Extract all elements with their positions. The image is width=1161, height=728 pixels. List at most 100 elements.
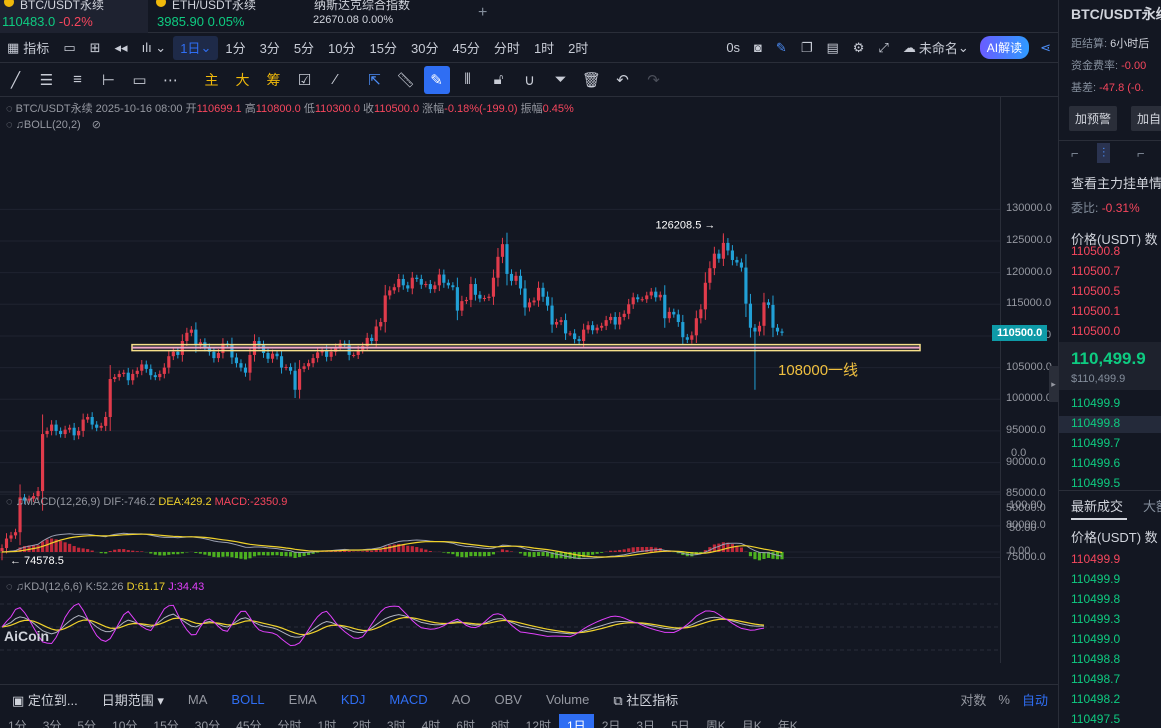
bottom-interval-12时[interactable]: 12时	[525, 719, 551, 728]
bottom-interval-1时[interactable]: 1时	[317, 719, 337, 728]
bid-row[interactable]: 110499.6	[1071, 456, 1121, 470]
bottom-interval-3分[interactable]: 3分	[42, 719, 62, 728]
trend-line-icon[interactable]: ╱	[10, 71, 21, 89]
locate-button[interactable]: ▣ 定位到...	[0, 690, 90, 709]
orderbook-icon[interactable]: ⫶	[1097, 143, 1111, 163]
trades-icon[interactable]: ⌐	[1137, 146, 1145, 161]
fib-icon[interactable]: ≡	[73, 71, 82, 88]
auto-toggle[interactable]: 自动	[1021, 693, 1048, 708]
percent-toggle[interactable]: %	[998, 692, 1010, 707]
trade-row[interactable]: 110499.9	[1071, 552, 1121, 566]
layout-icon[interactable]: ▭	[63, 39, 76, 55]
community-indicator-button[interactable]: ⧉ 社区指标	[601, 690, 690, 709]
latest-trades-tab[interactable]: 最新成交	[1071, 499, 1124, 514]
ask-row[interactable]: 110500.7	[1071, 264, 1121, 278]
add-tab-button[interactable]: +	[478, 4, 488, 21]
multi-chart-icon[interactable]: ⊞	[89, 39, 101, 55]
bottom-interval-1日[interactable]: 1日	[559, 714, 594, 728]
bottom-interval-8时[interactable]: 8时	[490, 719, 510, 728]
bottom-interval-2时[interactable]: 2时	[352, 719, 371, 728]
settings-gear-icon[interactable]: ⚙	[852, 39, 865, 55]
log-toggle[interactable]: 对数	[960, 693, 987, 708]
candle-pattern-icon[interactable]: ⫴	[464, 71, 471, 88]
pencil-icon[interactable]: ✎	[775, 39, 787, 55]
interval-2h[interactable]: 2时	[568, 41, 589, 56]
bottom-interval-分时[interactable]: 分时	[277, 719, 302, 728]
bottom-interval-月K[interactable]: 月K	[741, 719, 762, 728]
bell-icon[interactable]: ♫	[15, 581, 24, 593]
interval-timeline[interactable]: 分时	[493, 41, 520, 56]
bottom-interval-5分[interactable]: 5分	[77, 719, 97, 728]
bottom-interval-年K[interactable]: 年K	[777, 719, 798, 728]
chips-button[interactable]: 筹	[266, 71, 281, 88]
interval-1h[interactable]: 1时	[533, 41, 555, 56]
ind-ao[interactable]: AO	[451, 692, 471, 707]
ind-obv[interactable]: OBV	[494, 692, 522, 707]
trade-row[interactable]: 110499.9	[1071, 572, 1121, 586]
bid-row[interactable]: 110499.7	[1071, 436, 1121, 450]
collapse-icon[interactable]: ◌	[6, 581, 13, 593]
bid-row[interactable]: 110499.8	[1071, 416, 1121, 430]
cloud-layout-button[interactable]: ☁ 未命名 ⌄	[902, 39, 969, 57]
panel-collapse-handle[interactable]: ▸	[1049, 366, 1058, 402]
rectangle-icon[interactable]: ▭	[132, 71, 147, 89]
cursor-icon[interactable]: ⇱	[368, 71, 381, 89]
interval-5m[interactable]: 5分	[293, 41, 315, 56]
interval-1d[interactable]: 1日 ⌄	[173, 35, 219, 60]
depth-title[interactable]: 查看主力挂单情	[1071, 176, 1161, 191]
interval-45m[interactable]: 45分	[452, 41, 480, 56]
filter-icon[interactable]: ⏷	[554, 71, 567, 88]
share-icon[interactable]: ⋖	[1040, 39, 1051, 55]
trade-row[interactable]: 110499.3	[1071, 612, 1121, 626]
undo-icon[interactable]: ↶	[616, 71, 629, 89]
ind-ema[interactable]: EMA	[288, 692, 317, 707]
template-icon[interactable]: ❐	[800, 39, 813, 55]
interval-15m[interactable]: 15分	[369, 41, 397, 56]
bottom-interval-2日[interactable]: 2日	[601, 719, 621, 728]
redo-icon[interactable]: ↷	[647, 71, 660, 89]
add-alert-button[interactable]: 加预警	[1069, 106, 1118, 131]
bottom-interval-10分[interactable]: 10分	[112, 719, 138, 728]
ind-ma[interactable]: MA	[187, 692, 208, 707]
replay-icon[interactable]: ◂◂	[114, 39, 128, 55]
bottom-interval-5日[interactable]: 5日	[671, 719, 690, 728]
ind-volume[interactable]: Volume	[545, 692, 590, 707]
lock-icon[interactable]: 🔓︎	[493, 71, 504, 88]
compare-icon[interactable]: ▤	[826, 39, 839, 55]
trade-row[interactable]: 110498.2	[1071, 692, 1121, 706]
kline-chart[interactable]: 126208.5 →← 74578.5108000一线5月6月7月8月9月10月…	[0, 97, 1000, 663]
collapse-icon[interactable]: ◌	[6, 119, 13, 131]
large-trades-tab[interactable]: 大额	[1143, 499, 1161, 514]
ask-row[interactable]: 110500.8	[1071, 244, 1121, 258]
tab-btc-usdt[interactable]: BTC/USDT永续 110483.0 -0.2%	[0, 0, 148, 33]
candle-type-icon[interactable]: ılı ⌄	[141, 39, 167, 55]
trade-row[interactable]: 110499.8	[1071, 592, 1121, 606]
trash-icon[interactable]: 🗑︎	[581, 71, 602, 89]
bottom-interval-周K[interactable]: 周K	[705, 719, 726, 728]
bottom-interval-15分[interactable]: 15分	[153, 719, 179, 728]
date-range-button[interactable]: 日期范围 ▾	[101, 693, 164, 708]
interval-1m[interactable]: 1分	[225, 41, 246, 56]
price-axis[interactable]: 130000.0125000.0120000.0115000.0110000.0…	[992, 97, 1057, 663]
parallel-lines-icon[interactable]: ☰	[39, 71, 54, 89]
bid-row[interactable]: 110499.5	[1071, 476, 1121, 490]
trade-row[interactable]: 110497.5	[1071, 712, 1121, 726]
interval-10m[interactable]: 10分	[328, 41, 356, 56]
horizontal-line-icon[interactable]: ⊢	[101, 71, 116, 89]
big-order-button[interactable]: 大	[235, 71, 250, 88]
bell-icon[interactable]: ♫	[15, 496, 24, 508]
ask-row[interactable]: 110500.5	[1071, 284, 1121, 298]
bell-icon[interactable]: ♫	[15, 119, 24, 131]
main-force-button[interactable]: 主	[204, 71, 219, 88]
interval-30m[interactable]: 30分	[410, 41, 439, 56]
bottom-interval-45分[interactable]: 45分	[236, 719, 262, 728]
ask-row[interactable]: 110500.1	[1071, 304, 1121, 318]
collapse-icon[interactable]: ◌	[6, 496, 13, 508]
countdown-label[interactable]: 0s	[726, 40, 741, 55]
depth-icon[interactable]: ⌐	[1071, 146, 1079, 161]
add-watch-button[interactable]: 加自	[1131, 106, 1161, 131]
collapse-icon[interactable]: ◌	[6, 103, 13, 115]
magnet-icon[interactable]: ∪	[524, 71, 535, 89]
fullscreen-icon[interactable]: ⤢	[878, 39, 889, 55]
ind-kdj[interactable]: KDJ	[340, 692, 366, 707]
